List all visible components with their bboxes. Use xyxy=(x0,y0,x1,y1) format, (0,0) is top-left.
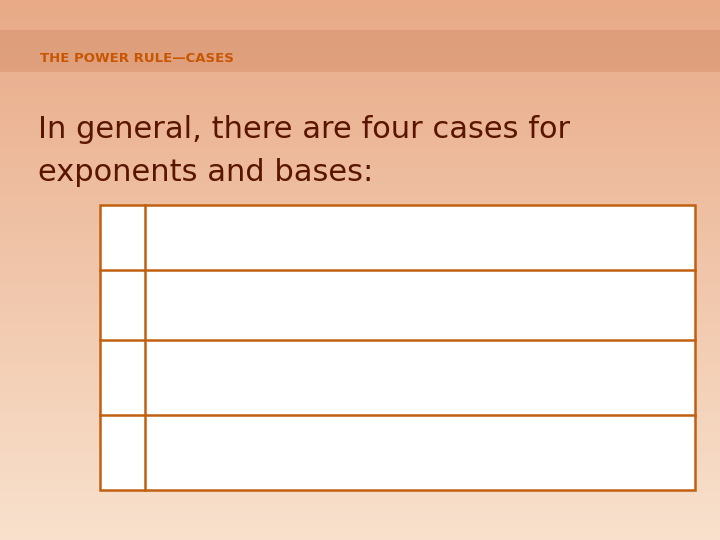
Bar xyxy=(0,310,720,318)
Bar xyxy=(0,480,720,487)
Bar xyxy=(0,237,720,244)
Bar xyxy=(0,330,720,338)
Bar xyxy=(0,291,720,298)
Bar xyxy=(0,243,720,250)
Bar xyxy=(0,81,720,88)
Bar xyxy=(0,357,720,365)
Bar xyxy=(0,122,720,129)
Bar xyxy=(0,54,720,61)
Bar xyxy=(0,405,720,412)
Bar xyxy=(0,392,720,399)
Bar xyxy=(0,472,720,480)
Bar xyxy=(0,94,720,102)
Bar xyxy=(0,68,720,75)
Bar xyxy=(0,500,720,507)
Bar xyxy=(0,87,720,95)
Bar xyxy=(0,446,720,453)
Bar xyxy=(0,453,720,460)
Bar xyxy=(0,30,720,72)
Text: In general, there are four cases for: In general, there are four cases for xyxy=(38,115,570,144)
Bar xyxy=(0,438,720,446)
Bar xyxy=(0,284,720,291)
Bar xyxy=(0,297,720,304)
Bar xyxy=(0,156,720,163)
Bar xyxy=(0,372,720,379)
Bar xyxy=(0,216,720,223)
Bar xyxy=(0,209,720,217)
Bar xyxy=(0,263,720,271)
Bar xyxy=(0,324,720,331)
Bar xyxy=(0,351,720,358)
Bar xyxy=(0,141,720,149)
Bar xyxy=(0,148,720,156)
Bar xyxy=(0,108,720,115)
Bar xyxy=(0,507,720,514)
Bar xyxy=(0,459,720,466)
Bar xyxy=(0,128,720,136)
Bar xyxy=(0,189,720,196)
Bar xyxy=(0,14,720,21)
Bar xyxy=(0,222,720,230)
Bar xyxy=(0,230,720,237)
Bar xyxy=(0,195,720,203)
Bar xyxy=(0,33,720,41)
Bar xyxy=(0,513,720,520)
Bar xyxy=(100,205,695,490)
Bar xyxy=(0,399,720,406)
Bar xyxy=(0,426,720,433)
Bar xyxy=(0,492,720,500)
Bar xyxy=(0,378,720,385)
Bar xyxy=(0,47,720,55)
Bar xyxy=(0,317,720,325)
Bar xyxy=(0,303,720,311)
Bar xyxy=(0,162,720,169)
Bar xyxy=(0,102,720,109)
Bar xyxy=(0,0,720,7)
Text: exponents and bases:: exponents and bases: xyxy=(38,158,373,187)
Bar xyxy=(0,74,720,82)
Bar xyxy=(0,338,720,345)
Bar xyxy=(0,183,720,190)
Bar xyxy=(0,256,720,264)
Bar xyxy=(0,418,720,426)
Bar xyxy=(0,249,720,257)
Bar xyxy=(0,276,720,284)
Bar xyxy=(100,205,695,490)
Bar xyxy=(0,526,720,534)
Bar xyxy=(0,115,720,122)
Bar xyxy=(0,202,720,210)
Bar xyxy=(0,345,720,352)
Bar xyxy=(0,60,720,68)
Bar xyxy=(0,364,720,372)
Bar xyxy=(0,534,720,540)
Bar xyxy=(0,135,720,142)
Text: THE POWER RULE—CASES: THE POWER RULE—CASES xyxy=(40,51,234,64)
Bar xyxy=(0,384,720,392)
Bar xyxy=(0,432,720,439)
Bar xyxy=(0,6,720,14)
Bar xyxy=(0,168,720,176)
Bar xyxy=(0,270,720,277)
Bar xyxy=(0,20,720,28)
Bar xyxy=(0,411,720,419)
Bar xyxy=(0,486,720,493)
Bar xyxy=(0,40,720,48)
Bar xyxy=(0,176,720,183)
Bar xyxy=(0,519,720,527)
Bar xyxy=(0,465,720,473)
Bar xyxy=(0,27,720,34)
